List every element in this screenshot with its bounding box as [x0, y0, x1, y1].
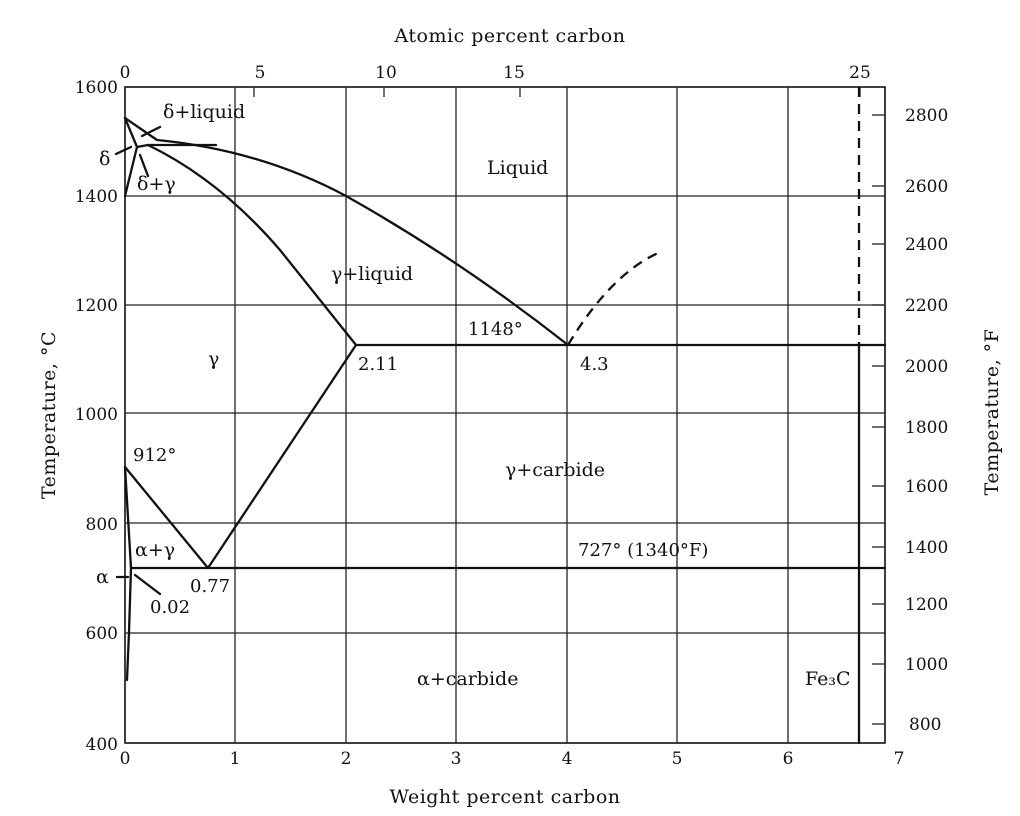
- phase-boundaries: [114, 87, 887, 745]
- bottom-tick: 7: [894, 749, 905, 769]
- bottom-tick: 0: [120, 749, 131, 769]
- bottom-tick: 3: [451, 749, 462, 769]
- bottom-tick: 2: [341, 749, 352, 769]
- left-tick: 1200: [75, 296, 118, 316]
- right-tick: 2800: [905, 106, 948, 126]
- region-delta-gamma: δ+γ: [137, 173, 176, 195]
- region-gamma-carbide: γ+carbide: [505, 459, 605, 481]
- top-axis-labels: 0 5 10 15 25: [120, 63, 871, 83]
- top-tick: 0: [120, 63, 131, 83]
- grid: [125, 87, 885, 743]
- left-axis-title: Temperature, °C: [38, 331, 60, 499]
- right-tick: 1400: [905, 538, 948, 558]
- bottom-axis-title: Weight percent carbon: [389, 786, 620, 808]
- pointer-delta-gamma: [138, 153, 150, 178]
- left-axis-labels: 400 600 800 1000 1200 1400 1600: [75, 78, 118, 755]
- region-labels: Liquid γ+liquid γ γ+carbide α+carbide α+…: [96, 101, 851, 690]
- top-axis-title: Atomic percent carbon: [394, 25, 626, 47]
- acm-line: [206, 343, 358, 570]
- gamma-alpha-temp-label: 912°: [133, 445, 176, 466]
- region-gamma-liquid: γ+liquid: [331, 263, 413, 285]
- left-tick: 600: [86, 624, 118, 644]
- bottom-tick: 6: [783, 749, 794, 769]
- annotations: 1148° 4.3 2.11 912° 727° (1340°F) 0.77 0…: [133, 319, 708, 618]
- top-tick: 5: [255, 63, 266, 83]
- region-alpha-gamma: α+γ: [135, 539, 175, 561]
- region-alpha-carbide: α+carbide: [417, 668, 518, 690]
- right-tick: 1600: [905, 477, 948, 497]
- alpha-max-label: 0.02: [150, 597, 190, 618]
- right-tick: 1000: [905, 655, 948, 675]
- eutectic-comp-label: 4.3: [580, 354, 609, 375]
- region-gamma: γ: [208, 348, 219, 370]
- eutectoid-temp-label: 727° (1340°F): [578, 540, 708, 561]
- top-axis-ticks: [253, 87, 861, 97]
- region-delta: δ: [99, 148, 110, 170]
- pointer-0-02: [133, 573, 162, 596]
- right-tick: 2200: [905, 296, 948, 316]
- pointer-delta-liquid: [140, 125, 162, 138]
- top-tick: 25: [849, 63, 871, 83]
- right-tick: 1800: [905, 418, 948, 438]
- max-solubility-label: 2.11: [358, 354, 398, 375]
- region-fe3c: Fe₃C: [805, 668, 851, 690]
- right-tick: 2000: [905, 357, 948, 377]
- eutectoid-comp-label: 0.77: [190, 576, 230, 597]
- bottom-axis-labels: 0 1 2 3 4 5 6 7: [120, 749, 905, 769]
- right-axis-ticks: [872, 114, 885, 725]
- alpha-solvus: [123, 465, 133, 682]
- right-axis-labels: 800 1000 1200 1400 1600 1800 2000 2200 2…: [905, 106, 948, 735]
- top-tick: 15: [503, 63, 525, 83]
- bottom-tick: 1: [230, 749, 241, 769]
- region-liquid: Liquid: [487, 157, 548, 179]
- right-tick: 1200: [905, 595, 948, 615]
- left-tick: 1400: [75, 187, 118, 207]
- left-tick: 1000: [75, 405, 118, 425]
- right-tick: 2600: [905, 177, 948, 197]
- pointer-delta: [114, 145, 133, 156]
- region-delta-liquid: δ+liquid: [163, 101, 245, 123]
- left-tick: 400: [86, 735, 118, 755]
- right-tick: 800: [909, 715, 941, 735]
- bottom-tick: 4: [562, 749, 573, 769]
- top-tick: 10: [375, 63, 397, 83]
- left-tick: 1600: [75, 78, 118, 98]
- right-tick: 2400: [905, 235, 948, 255]
- liquidus-line: [123, 116, 570, 347]
- a3-line: [123, 465, 210, 570]
- left-tick: 800: [86, 515, 118, 535]
- right-axis-title: Temperature, °F: [981, 329, 1003, 496]
- plot-frame: [124, 86, 886, 744]
- cementite-liquidus-dashed: [567, 251, 659, 346]
- gamma-solidus: [146, 143, 358, 347]
- eutectic-temp-label: 1148°: [468, 319, 523, 340]
- region-alpha: α: [96, 566, 109, 588]
- bottom-tick: 5: [672, 749, 683, 769]
- delta-gamma-boundary: [123, 116, 139, 198]
